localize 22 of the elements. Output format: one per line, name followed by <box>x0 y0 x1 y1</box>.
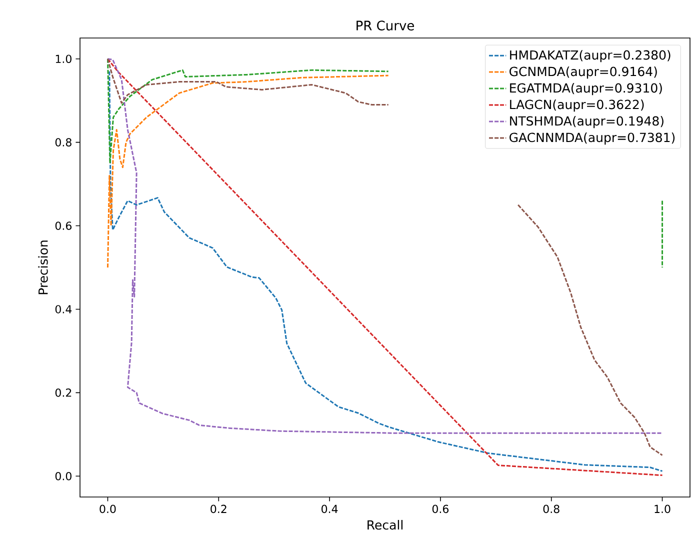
x-axis-title: Recall <box>368 520 402 530</box>
y-tick-label: 1.0 <box>56 54 72 64</box>
legend-label: GACNNMDA(aupr=0.7381) <box>510 132 675 145</box>
line-series <box>106 74 390 268</box>
y-tick-label: 0.0 <box>55 472 72 480</box>
chart-title: PR Curve <box>356 20 414 30</box>
x-tick-label: 0.0 <box>100 504 116 514</box>
x-tick-label: 1.0 <box>654 504 670 514</box>
legend-label: GCNMDA(aupr=0.9164) <box>510 66 657 79</box>
legend-label: HMDAKATZ(aupr=0.2380) <box>510 50 670 62</box>
y-tick-label: 0.2 <box>55 388 72 397</box>
legend-label: NTSHMDA(aupr=0.1948) <box>510 116 664 128</box>
legend-label: EGATMDA(aupr=0.9310) <box>510 83 662 96</box>
y-tick-label: 0.8 <box>55 138 72 146</box>
y-tick-label: 0.6 <box>55 222 72 230</box>
y-tick-label: 0.4 <box>55 305 72 314</box>
x-tick-label: 0.4 <box>322 504 338 514</box>
y-axis-title: Precision <box>38 240 48 294</box>
x-tick-label: 0.6 <box>432 504 449 514</box>
legend-label: LAGCN(aupr=0.3622) <box>510 100 644 112</box>
x-tick-label: 0.2 <box>210 504 226 514</box>
x-tick-label: 0.8 <box>543 504 560 514</box>
